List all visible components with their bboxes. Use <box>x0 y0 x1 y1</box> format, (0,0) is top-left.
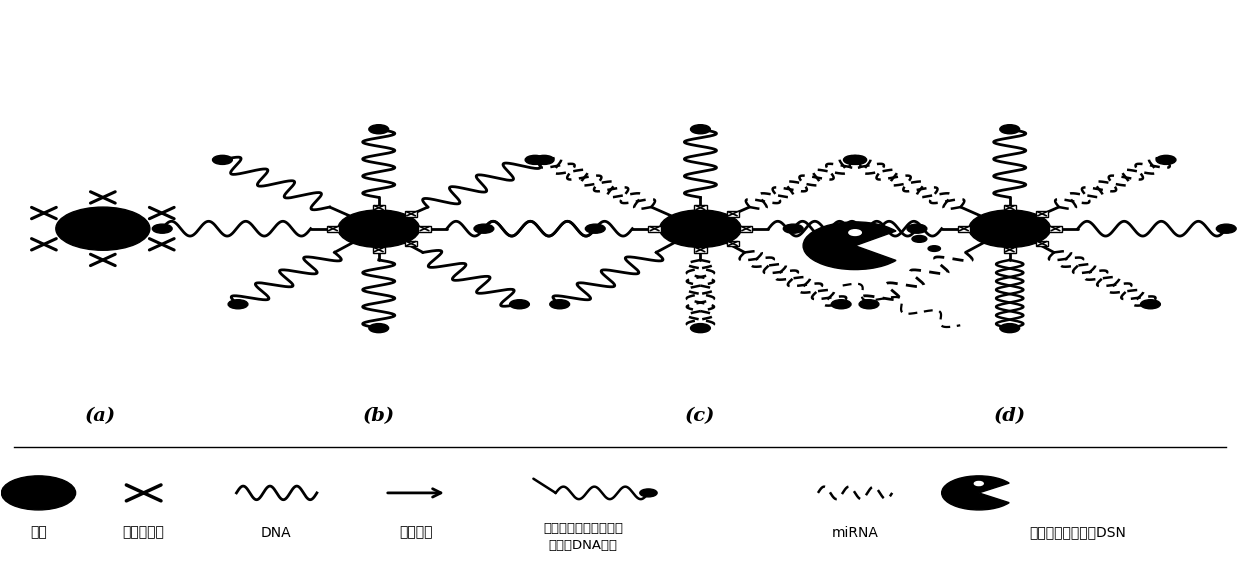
Circle shape <box>526 155 544 164</box>
Circle shape <box>1216 224 1236 233</box>
Bar <box>372 247 384 252</box>
Text: DNA: DNA <box>260 526 291 540</box>
Circle shape <box>999 124 1019 134</box>
Text: 链霉亲和素: 链霉亲和素 <box>123 526 165 540</box>
Bar <box>727 241 739 246</box>
Text: (c): (c) <box>686 407 715 425</box>
Circle shape <box>510 300 529 309</box>
Circle shape <box>847 155 867 164</box>
Circle shape <box>56 207 150 250</box>
Text: 修饰有荧光基团和亲和
素等的DNA分子: 修饰有荧光基团和亲和 素等的DNA分子 <box>543 522 622 552</box>
Bar <box>694 247 707 252</box>
Circle shape <box>534 155 554 164</box>
Circle shape <box>968 210 1050 247</box>
Circle shape <box>911 235 926 242</box>
Circle shape <box>975 481 983 485</box>
Circle shape <box>640 489 657 497</box>
Circle shape <box>585 224 605 233</box>
Bar <box>649 226 661 231</box>
Circle shape <box>660 210 742 247</box>
Text: 荧光基团: 荧光基团 <box>399 526 433 540</box>
Text: (d): (d) <box>993 407 1025 425</box>
Circle shape <box>368 324 388 333</box>
Circle shape <box>549 300 569 309</box>
Circle shape <box>831 300 851 309</box>
Circle shape <box>228 300 248 309</box>
Circle shape <box>999 324 1019 333</box>
Bar <box>957 226 970 231</box>
Bar <box>1035 211 1048 216</box>
Circle shape <box>368 124 388 134</box>
Circle shape <box>906 224 926 233</box>
Circle shape <box>339 210 419 247</box>
Circle shape <box>784 224 804 233</box>
Text: (b): (b) <box>362 407 394 425</box>
Circle shape <box>1141 300 1161 309</box>
Text: 双链特异性核酸酶DSN: 双链特异性核酸酶DSN <box>1029 526 1126 540</box>
Bar <box>694 205 707 211</box>
Bar <box>405 211 418 216</box>
Text: miRNA: miRNA <box>832 526 878 540</box>
Circle shape <box>212 155 232 164</box>
Bar <box>405 241 418 246</box>
Bar <box>418 226 430 231</box>
Circle shape <box>691 324 711 333</box>
Bar <box>372 205 384 211</box>
Circle shape <box>474 224 494 233</box>
Wedge shape <box>804 222 897 270</box>
Bar <box>1003 205 1016 211</box>
Bar <box>327 226 340 231</box>
Circle shape <box>1156 155 1176 164</box>
Wedge shape <box>941 476 1009 510</box>
Circle shape <box>153 224 172 233</box>
Circle shape <box>859 300 879 309</box>
Circle shape <box>849 230 862 235</box>
Circle shape <box>1 476 76 510</box>
Circle shape <box>928 246 940 251</box>
Bar <box>727 211 739 216</box>
Bar <box>740 226 753 231</box>
Circle shape <box>691 124 711 134</box>
Bar <box>1049 226 1061 231</box>
Bar <box>1035 241 1048 246</box>
Text: (a): (a) <box>84 407 115 425</box>
Text: 磁珠: 磁珠 <box>30 526 47 540</box>
Bar <box>1003 247 1016 252</box>
Circle shape <box>843 155 863 164</box>
